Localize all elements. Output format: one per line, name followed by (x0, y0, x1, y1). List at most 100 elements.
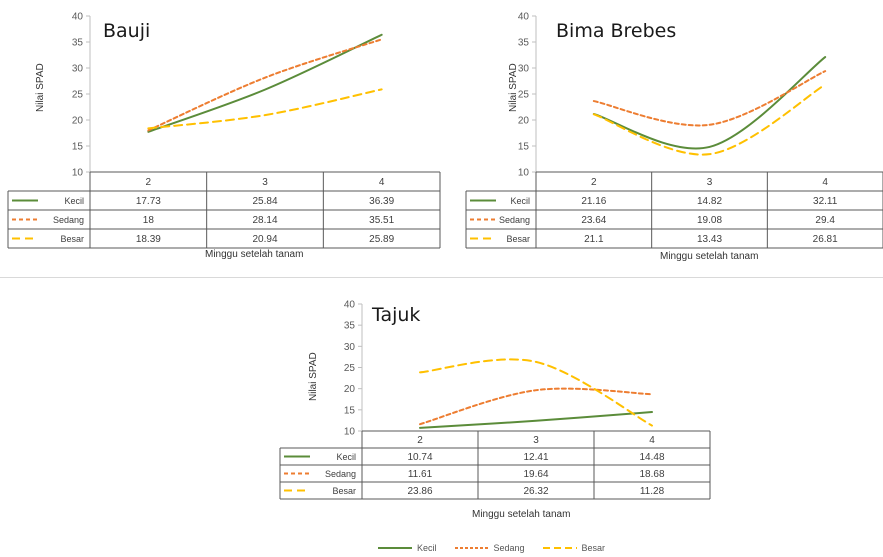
y-axis-label-bima-brebes: Nilai SPAD (508, 63, 519, 112)
legend-item-sedang: Sedang (454, 543, 525, 553)
legend-swatch-besar (542, 547, 577, 549)
series-line-kecil (419, 411, 653, 429)
table-series-name: Sedang (53, 215, 84, 225)
legend-label-besar: Besar (581, 543, 606, 553)
x-category-label: 3 (707, 177, 713, 188)
series-line-sedang (147, 38, 383, 132)
y-tick-label: 40 (72, 12, 84, 23)
chart-svg-tajuk: 10 15 20 25 30 35 40 2 3 4 Kecil 10.74 12.41 14.48 Sed… (279, 300, 711, 500)
data-label: 19.08 (697, 215, 722, 226)
data-label: 20.94 (252, 234, 277, 245)
y-tick-label: 20 (72, 116, 84, 127)
data-label: 14.48 (639, 452, 664, 463)
data-label: 26.81 (813, 234, 838, 245)
y-tick-label: 35 (72, 38, 84, 49)
table-series-name: Kecil (336, 452, 356, 462)
data-label: 11.61 (408, 469, 433, 480)
data-label: 17.73 (136, 196, 161, 207)
x-category-label: 2 (417, 435, 423, 446)
chart-panel-tajuk: 10 15 20 25 30 35 40 2 3 4 Kecil 10.74 12.41 14.48 Sed… (258, 288, 724, 557)
series-line-besar (147, 88, 383, 130)
x-category-label: 3 (262, 177, 268, 188)
y-tick-label: 35 (518, 38, 530, 49)
data-label: 36.39 (369, 196, 394, 207)
data-label: 23.64 (581, 215, 606, 226)
x-category-label: 4 (649, 435, 655, 446)
y-tick-label: 40 (344, 300, 356, 311)
series-line-sedang (419, 387, 653, 426)
y-axis-label-tajuk: Nilai SPAD (308, 352, 319, 401)
y-tick-label: 15 (518, 142, 530, 153)
y-tick-label: 20 (344, 384, 356, 395)
y-tick-label: 30 (344, 342, 356, 353)
legend-swatch-kecil (378, 547, 412, 549)
table-series-name: Besar (60, 234, 84, 244)
chart-legend: Kecil Sedang Besar (378, 543, 605, 553)
y-tick-label: 10 (72, 168, 84, 179)
data-label: 32.11 (813, 196, 838, 207)
x-category-label: 4 (379, 177, 385, 188)
table-series-name: Sedang (325, 469, 356, 479)
legend-label-kecil: Kecil (417, 543, 437, 553)
y-tick-label: 10 (344, 427, 356, 438)
chart-svg-bima-brebes: 10 15 20 25 30 35 40 2 3 4 Kecil 21.16 14.82 32.11 Sed… (465, 12, 883, 249)
table-series-name: Sedang (499, 215, 530, 225)
data-label: 25.89 (369, 234, 394, 245)
y-tick-label: 25 (72, 90, 84, 101)
data-label: 11.28 (640, 486, 665, 497)
data-label: 18.39 (136, 234, 161, 245)
data-label: 14.82 (697, 196, 722, 207)
data-label: 28.14 (252, 215, 277, 226)
series-line-sedang (592, 70, 827, 127)
data-label: 21.1 (584, 234, 604, 245)
x-axis-label-bauji: Minggu setelah tanam (205, 249, 304, 260)
series-line-kecil (592, 56, 827, 150)
data-label: 21.16 (581, 196, 606, 207)
chart-panel-bima-brebes: 10 15 20 25 30 35 40 2 3 4 Kecil 21.16 14.82 32.11 Sed… (452, 0, 883, 277)
legend-label-sedang: Sedang (493, 543, 525, 553)
chart-title-tajuk: Tajuk (372, 304, 421, 326)
legend-item-besar: Besar (542, 543, 606, 553)
y-tick-label: 25 (518, 90, 530, 101)
series-line-kecil (147, 33, 383, 133)
y-tick-label: 30 (72, 64, 84, 75)
y-axis-label-bauji: Nilai SPAD (35, 63, 46, 112)
y-tick-label: 30 (518, 64, 530, 75)
data-label: 13.43 (697, 234, 722, 245)
x-category-label: 2 (146, 177, 152, 188)
y-tick-label: 10 (518, 168, 530, 179)
chart-panel-bauji: 10 15 20 25 30 35 40 2 3 4 Kecil 17.73 25.84 36.39 Sed… (0, 0, 445, 277)
data-label: 35.51 (369, 215, 394, 226)
data-label: 18 (143, 215, 155, 226)
x-axis-label-bima-brebes: Minggu setelah tanam (660, 251, 759, 262)
data-label: 26.32 (523, 486, 548, 497)
x-category-label: 3 (533, 435, 539, 446)
data-label: 18.68 (639, 469, 664, 480)
table-series-name: Kecil (64, 196, 84, 206)
series-line-besar (592, 83, 827, 156)
data-label: 12.41 (523, 452, 548, 463)
table-series-name: Kecil (510, 196, 530, 206)
data-label: 25.84 (252, 196, 277, 207)
legend-item-kecil: Kecil (378, 543, 437, 553)
y-tick-label: 15 (72, 142, 84, 153)
table-series-name: Besar (332, 486, 356, 496)
x-axis-label-tajuk: Minggu setelah tanam (472, 509, 571, 520)
x-category-label: 2 (591, 177, 597, 188)
y-tick-label: 15 (344, 405, 356, 416)
y-tick-label: 40 (518, 12, 530, 23)
chart-svg-bauji: 10 15 20 25 30 35 40 2 3 4 Kecil 17.73 25.84 36.39 Sed… (7, 12, 441, 249)
data-label: 10.74 (407, 452, 432, 463)
y-tick-label: 20 (518, 116, 530, 127)
data-label: 19.64 (523, 469, 548, 480)
data-label: 23.86 (407, 486, 432, 497)
x-category-label: 4 (822, 177, 828, 188)
table-series-name: Besar (506, 234, 530, 244)
chart-title-bima-brebes: Bima Brebes (556, 20, 677, 42)
data-label: 29.4 (815, 215, 835, 226)
chart-title-bauji: Bauji (103, 20, 151, 42)
series-line-besar (419, 358, 653, 427)
legend-swatch-sedang (454, 547, 489, 549)
y-tick-label: 35 (344, 321, 356, 332)
y-tick-label: 25 (344, 363, 356, 374)
